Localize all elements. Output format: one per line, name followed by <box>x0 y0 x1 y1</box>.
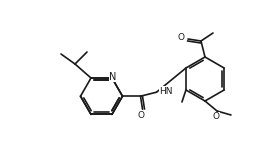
Text: O: O <box>178 33 185 43</box>
Text: HN: HN <box>160 87 173 96</box>
Text: O: O <box>137 111 144 120</box>
Text: N: N <box>109 72 117 82</box>
Text: O: O <box>213 112 219 121</box>
